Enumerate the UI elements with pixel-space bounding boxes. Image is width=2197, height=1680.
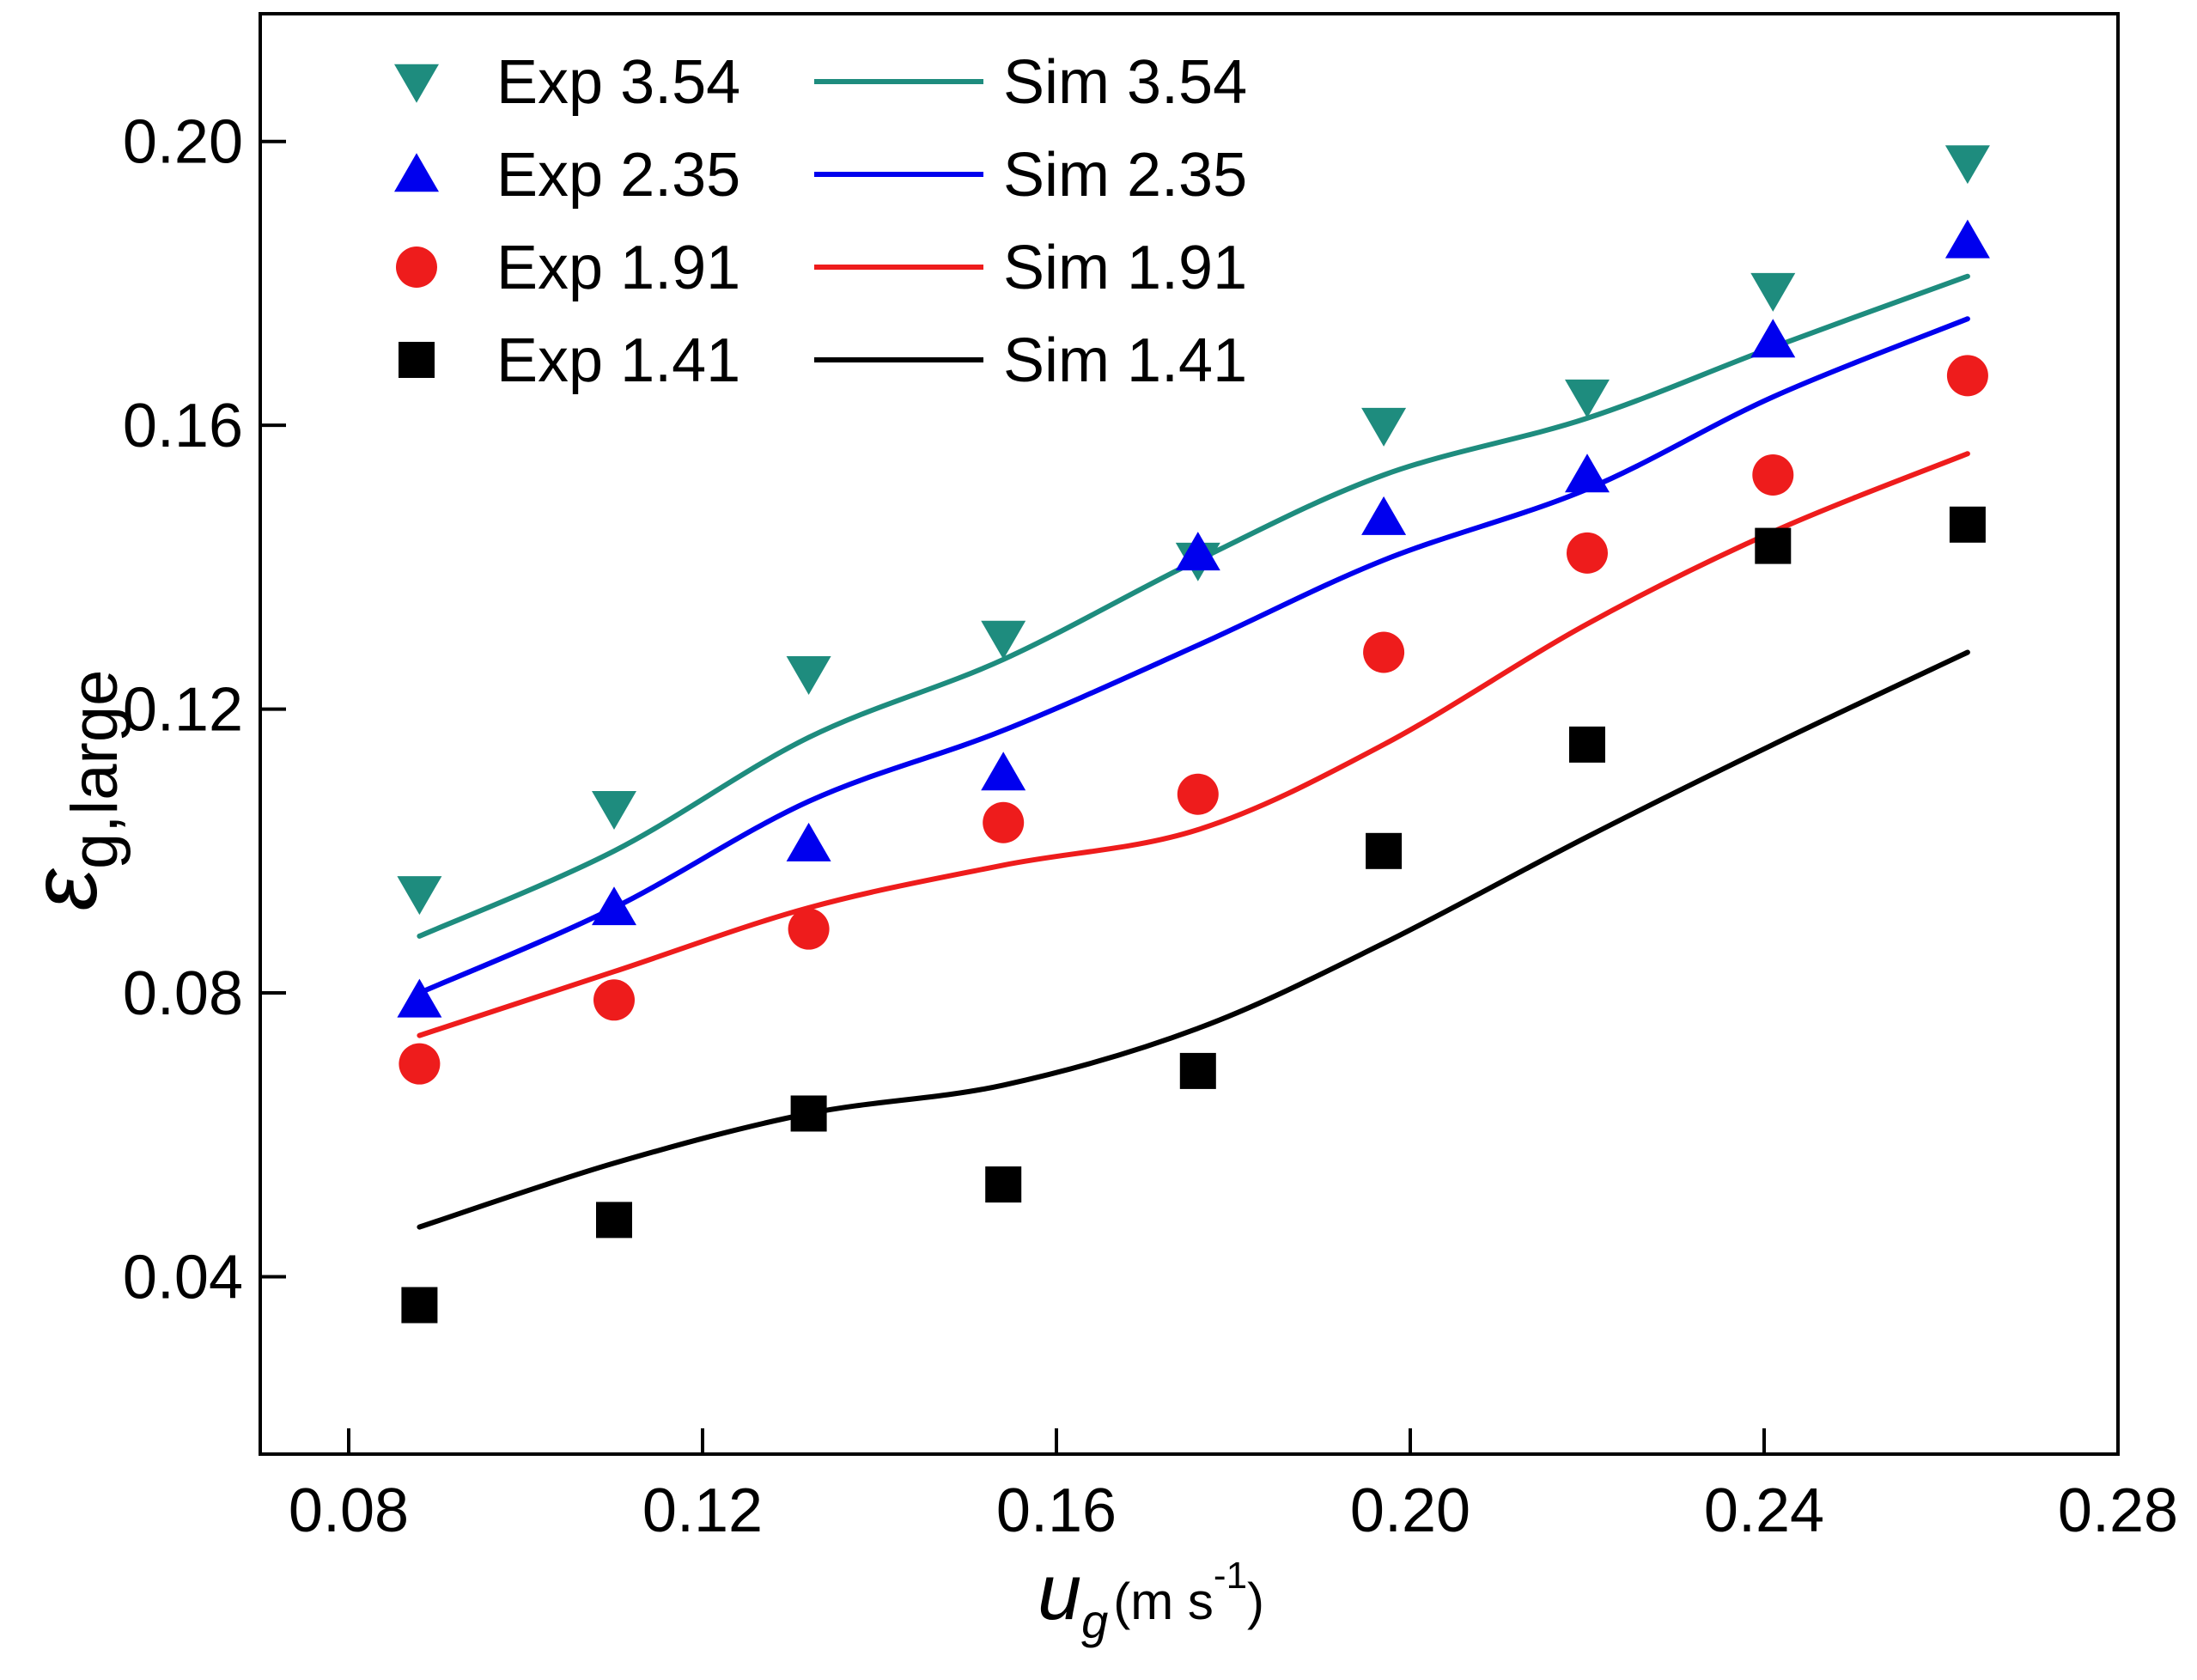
x-tick-label: 0.08 xyxy=(289,1476,409,1545)
legend-label-sim-2-35: Sim 2.35 xyxy=(1003,141,1247,210)
x-tick-label: 0.24 xyxy=(1704,1476,1824,1545)
data-point-exp-1-91 xyxy=(399,1043,441,1085)
legend-label-sim-1-41: Sim 1.41 xyxy=(1003,326,1247,395)
data-point-exp-2-35 xyxy=(592,886,636,926)
data-point-exp-1-41 xyxy=(1949,506,1986,543)
legend-marker-exp-1-91 xyxy=(396,247,437,288)
data-point-exp-2-35 xyxy=(786,822,831,861)
data-point-exp-2-35 xyxy=(1175,532,1220,571)
data-point-exp-1-91 xyxy=(1946,355,1988,397)
data-point-exp-1-41 xyxy=(596,1202,632,1239)
data-point-exp-1-91 xyxy=(788,908,830,950)
y-axis-title: εg,large xyxy=(11,670,131,911)
legend-marker-exp-2-35 xyxy=(394,153,439,192)
x-tick-label: 0.12 xyxy=(642,1476,763,1545)
data-point-exp-1-41 xyxy=(985,1166,1022,1203)
data-point-exp-3-54 xyxy=(397,876,442,916)
legend-label-sim-1-91: Sim 1.91 xyxy=(1003,234,1247,302)
y-tick-label: 0.16 xyxy=(123,392,243,460)
y-tick-label: 0.08 xyxy=(123,959,243,1028)
x-tick-label: 0.16 xyxy=(996,1476,1117,1545)
series-line-sim-1-41 xyxy=(417,649,1970,1230)
data-point-exp-2-35 xyxy=(1944,219,1990,259)
data-point-exp-2-35 xyxy=(1750,319,1796,358)
legend: Exp 3.54 Sim 3.54 Exp 2.35 Sim 2.35 Exp 1.91… xyxy=(394,48,1247,395)
data-point-exp-1-91 xyxy=(593,979,635,1021)
y-tick-label: 0.20 xyxy=(123,108,243,177)
legend-label-exp-1-41: Exp 1.41 xyxy=(496,326,740,395)
series-line-sim-1-91 xyxy=(417,451,1970,1038)
data-point-exp-1-41 xyxy=(1755,527,1792,564)
data-point-exp-1-91 xyxy=(983,801,1025,843)
data-point-exp-3-54 xyxy=(1361,407,1407,447)
plot-frame xyxy=(259,12,2120,1456)
data-point-exp-1-91 xyxy=(1752,453,1794,496)
axes-layer: 0.08 0.12 0.16 0.20 0.24 0.28 0.04 0.08 0.12 0.16… xyxy=(123,12,2178,1545)
data-point-exp-1-91 xyxy=(1177,773,1219,815)
x-tick-label: 0.20 xyxy=(1350,1476,1470,1545)
data-point-exp-3-54 xyxy=(1750,272,1796,312)
y-tick-label: 0.12 xyxy=(123,676,243,745)
data-point-exp-3-54 xyxy=(981,620,1026,660)
data-point-exp-1-41 xyxy=(1366,832,1403,869)
legend-marker-exp-3-54 xyxy=(394,64,439,103)
data-point-exp-1-91 xyxy=(1363,631,1405,673)
data-point-exp-1-41 xyxy=(401,1287,438,1324)
data-point-exp-3-54 xyxy=(1944,145,1990,185)
x-axis-title: ug (m s-1) xyxy=(1038,1549,1264,1648)
legend-marker-exp-1-41 xyxy=(399,342,435,378)
legend-label-sim-3-54: Sim 3.54 xyxy=(1003,48,1247,117)
data-point-exp-1-91 xyxy=(1567,532,1608,574)
data-point-exp-2-35 xyxy=(981,752,1026,791)
plot-layer xyxy=(397,145,1990,1324)
legend-label-exp-3-54: Exp 3.54 xyxy=(496,48,740,117)
data-point-exp-1-41 xyxy=(790,1095,827,1132)
data-point-exp-2-35 xyxy=(397,978,442,1018)
data-point-exp-3-54 xyxy=(1565,379,1610,418)
data-point-exp-1-41 xyxy=(1569,726,1605,763)
x-tick-label: 0.28 xyxy=(2058,1476,2178,1545)
legend-label-exp-2-35: Exp 2.35 xyxy=(496,141,740,210)
data-point-exp-2-35 xyxy=(1361,496,1407,535)
data-point-exp-3-54 xyxy=(786,656,831,695)
data-point-exp-2-35 xyxy=(1565,453,1610,493)
data-point-exp-3-54 xyxy=(592,790,636,830)
legend-label-exp-1-91: Exp 1.91 xyxy=(496,234,740,302)
data-point-exp-1-41 xyxy=(1179,1052,1216,1089)
series-line-sim-2-35 xyxy=(417,316,1970,995)
axis-titles: ug (m s-1) εg,large xyxy=(11,670,1264,1648)
y-tick-label: 0.04 xyxy=(123,1243,243,1312)
